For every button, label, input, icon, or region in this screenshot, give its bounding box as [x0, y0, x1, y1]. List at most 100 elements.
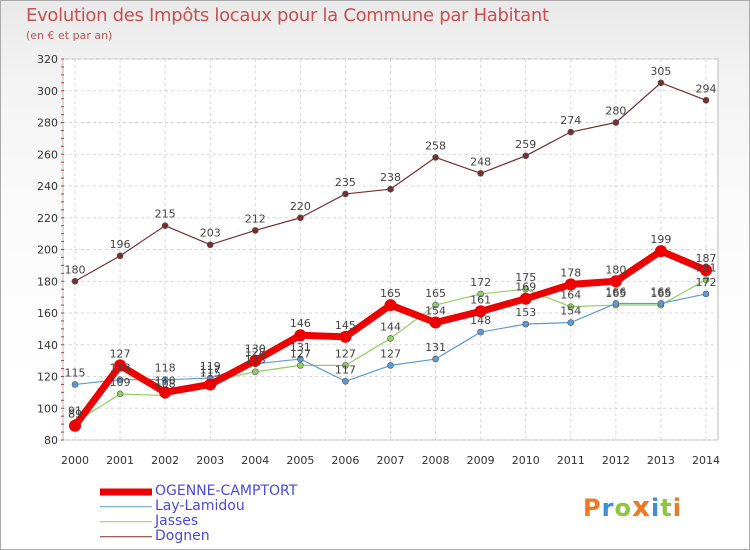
data-label-ogenne-camptort: 199	[650, 233, 671, 246]
x-tick-label: 2011	[557, 454, 585, 467]
data-point-ogenne-camptort	[114, 359, 127, 372]
data-label-lay-lamidou: 128	[245, 346, 266, 359]
data-label-jasses: 181	[696, 262, 717, 275]
x-tick-label: 2003	[196, 454, 224, 467]
data-label-lay-lamidou: 115	[65, 366, 86, 379]
data-point-dognen	[206, 241, 214, 249]
data-point-ogenne-camptort	[519, 292, 532, 305]
x-tick-label: 2012	[602, 454, 630, 467]
data-label-jasses: 127	[335, 347, 356, 360]
data-label-jasses: 127	[290, 347, 311, 360]
data-label-ogenne-camptort: 146	[290, 317, 311, 330]
data-label-jasses: 165	[425, 287, 446, 300]
data-point-dognen	[477, 170, 484, 177]
proxiti-logo: Proxiti	[583, 490, 682, 523]
chart-legend: OGENNE-CAMPTORT Lay-Lamidou Jasses Dogne…	[100, 484, 297, 544]
chart-title: Evolution des Impôts locaux pour la Comm…	[26, 5, 549, 26]
data-point-dognen	[432, 154, 439, 161]
data-point-lay-lamidou	[342, 377, 349, 385]
y-tick-label: 180	[37, 275, 58, 288]
data-label-dognen: 235	[335, 176, 356, 189]
data-point-jasses	[251, 368, 259, 376]
x-tick-label: 2005	[286, 454, 314, 467]
data-point-ogenne-camptort	[69, 419, 81, 432]
data-label-lay-lamidou: 131	[425, 341, 446, 354]
data-label-lay-lamidou: 153	[515, 306, 536, 319]
data-label-dognen: 294	[696, 82, 717, 95]
data-point-ogenne-camptort	[564, 278, 577, 291]
data-label-ogenne-camptort: 89	[68, 408, 82, 421]
data-point-dognen	[387, 185, 394, 193]
data-label-ogenne-camptort: 187	[696, 252, 717, 265]
x-tick-label: 2007	[377, 454, 405, 467]
chart-subtitle: (en € et par an)	[26, 29, 113, 42]
data-point-lay-lamidou	[116, 376, 124, 383]
data-label-lay-lamidou: 131	[290, 341, 311, 354]
legend-item-jasses: Jasses	[100, 514, 297, 529]
data-point-jasses	[432, 301, 439, 309]
data-point-lay-lamidou	[522, 320, 530, 328]
data-label-dognen: 220	[290, 200, 311, 213]
data-label-jasses: 123	[245, 354, 266, 367]
legend-swatch-dognen	[100, 535, 152, 538]
data-label-dognen: 280	[605, 105, 626, 118]
data-point-lay-lamidou	[477, 328, 484, 336]
data-point-jasses	[702, 276, 710, 283]
data-point-lay-lamidou	[387, 362, 394, 369]
data-point-ogenne-camptort	[474, 305, 487, 318]
data-label-dognen: 196	[110, 238, 131, 251]
legend-swatch-lay-lamidou	[100, 505, 152, 508]
legend-item-lay-lamidou: Lay-Lamidou	[100, 499, 297, 514]
data-point-jasses	[342, 362, 349, 369]
y-tick-label: 100	[37, 402, 58, 415]
y-tick-label: 120	[37, 371, 58, 384]
data-label-lay-lamidou: 118	[110, 362, 131, 375]
data-label-dognen: 274	[560, 114, 581, 127]
data-label-dognen: 215	[155, 208, 176, 221]
x-tick-label: 2004	[241, 454, 269, 467]
x-tick-label: 2001	[106, 454, 134, 467]
data-point-jasses	[567, 303, 575, 310]
data-point-dognen	[116, 252, 124, 260]
legend-label: Jasses	[155, 513, 199, 529]
data-label-ogenne-camptort: 130	[245, 343, 266, 356]
legend-swatch-ogenne-camptort	[100, 488, 152, 495]
data-point-ogenne-camptort	[294, 329, 307, 342]
data-label-ogenne-camptort: 180	[605, 263, 626, 276]
data-label-jasses: 175	[515, 271, 536, 284]
data-label-ogenne-camptort: 110	[155, 374, 176, 387]
legend-label: Lay-Lamidou	[155, 498, 245, 514]
data-point-lay-lamidou	[71, 381, 79, 388]
y-tick-label: 160	[37, 307, 58, 320]
data-point-jasses	[477, 290, 484, 298]
data-point-lay-lamidou	[297, 355, 304, 363]
data-label-dognen: 259	[515, 138, 536, 151]
data-label-dognen: 180	[65, 263, 86, 276]
y-tick-label: 220	[37, 212, 58, 225]
data-label-ogenne-camptort: 115	[200, 366, 221, 379]
x-tick-label: 2000	[61, 454, 89, 467]
data-point-ogenne-camptort	[249, 354, 262, 367]
y-tick-label: 240	[37, 180, 58, 193]
data-label-ogenne-camptort: 127	[110, 347, 131, 360]
y-tick-label: 200	[37, 244, 58, 257]
x-tick-label: 2009	[467, 454, 495, 467]
data-label-lay-lamidou: 117	[335, 363, 356, 376]
data-point-ogenne-camptort	[204, 378, 217, 391]
data-point-jasses	[116, 390, 124, 398]
data-point-lay-lamidou	[657, 300, 665, 307]
legend-item-dognen: Dognen	[100, 529, 297, 544]
data-point-ogenne-camptort	[609, 275, 622, 288]
data-point-dognen	[567, 128, 575, 136]
data-point-jasses	[297, 362, 304, 369]
x-tick-label: 2013	[647, 454, 675, 467]
data-point-dognen	[702, 96, 710, 104]
data-label-jasses: 172	[470, 276, 491, 289]
data-point-ogenne-camptort	[429, 316, 442, 329]
data-point-ogenne-camptort	[339, 330, 352, 343]
y-tick-label: 140	[37, 339, 58, 352]
x-tick-label: 2002	[151, 454, 179, 467]
legend-label: OGENNE-CAMPTORT	[155, 483, 298, 499]
data-point-dognen	[297, 214, 304, 222]
